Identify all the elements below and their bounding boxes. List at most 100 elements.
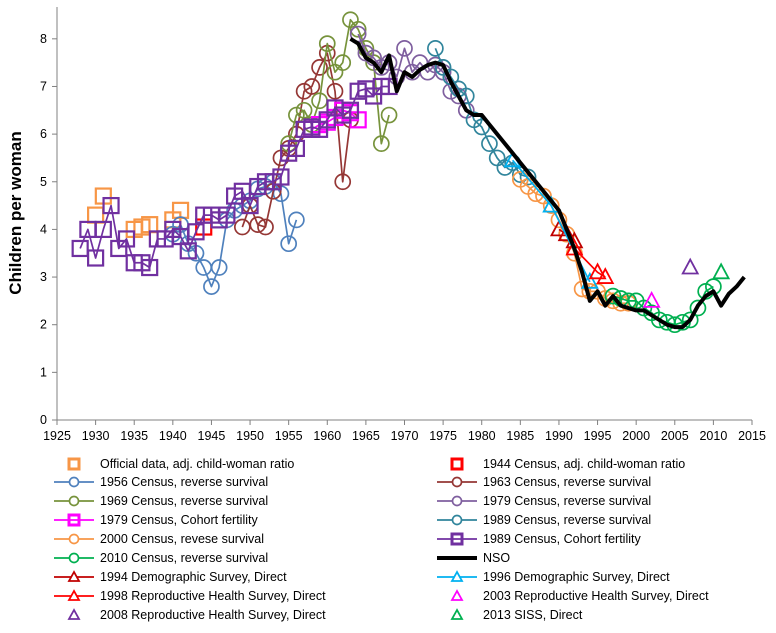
x-tick-label: 2010 — [699, 429, 727, 443]
legend-item: 2008 Reproductive Health Survey, Direct — [54, 605, 326, 624]
legend-label: 1944 Census, adj. child-woman ratio — [483, 456, 686, 471]
legend-item: 2003 Reproductive Health Survey, Direct — [437, 586, 709, 605]
series-2008-reproductive-health-survey-direct — [681, 257, 700, 275]
x-tick-label: 2005 — [661, 429, 689, 443]
legend-label: 1998 Reproductive Health Survey, Direct — [100, 588, 326, 603]
y-axis-title: Children per woman — [6, 131, 25, 294]
x-tick-label: 1970 — [391, 429, 419, 443]
data-point — [318, 35, 336, 52]
legend-swatch — [437, 477, 477, 488]
data-point — [257, 218, 274, 236]
legend-label: 1969 Census, reverse survival — [100, 494, 269, 509]
x-tick-label: 1950 — [236, 429, 264, 443]
legend-swatch — [437, 532, 477, 546]
data-point — [288, 211, 305, 229]
x-tick-label: 1995 — [584, 429, 612, 443]
legend-label: NSO — [483, 551, 511, 565]
x-tick-label: 1980 — [468, 429, 496, 443]
data-point — [372, 135, 390, 152]
legend-swatch — [450, 457, 464, 470]
legend-label: 1979 Census, reverse survival — [483, 494, 652, 509]
x-tick-label: 1985 — [506, 429, 534, 443]
data-point — [71, 239, 89, 258]
data-point — [203, 278, 220, 295]
x-tick-label: 2000 — [622, 429, 650, 443]
x-tick-label: 1945 — [198, 429, 226, 443]
legend-label: 1956 Census, reverse survival — [100, 475, 269, 490]
legend-swatch — [54, 495, 94, 507]
data-point — [326, 82, 344, 100]
data-point — [557, 224, 576, 242]
data-point — [642, 290, 661, 308]
legend-label: 1994 Demographic Survey, Direct — [100, 569, 287, 584]
legend-swatch — [437, 514, 477, 526]
data-point — [681, 311, 699, 329]
y-tick-label: 0 — [40, 413, 47, 427]
y-tick-label: 3 — [40, 270, 47, 284]
data-point — [249, 216, 267, 233]
x-tick-label: 1925 — [43, 429, 71, 443]
legend-label: 1989 Census, reverse survival — [483, 513, 652, 528]
data-point — [349, 20, 367, 38]
legend-item: Official data, adj. child-woman ratio — [54, 454, 294, 473]
data-point — [596, 267, 615, 284]
legend-item: 1996 Demographic Survey, Direct — [437, 567, 670, 586]
data-point — [141, 258, 159, 277]
data-point — [295, 101, 313, 119]
data-point — [287, 139, 305, 158]
y-tick-label: 6 — [40, 127, 47, 141]
series-1989-census-cohort-fertility — [71, 77, 398, 277]
data-point — [117, 230, 136, 248]
data-point — [179, 242, 197, 260]
legend-label: 2000 Census, revese survival — [100, 532, 264, 547]
legend-item: 1979 Census, Cohort fertility — [54, 511, 258, 530]
legend-swatch — [67, 457, 81, 470]
legend-label: 1979 Census, Cohort fertility — [100, 513, 258, 528]
data-point — [689, 299, 707, 317]
series-2013-siss-direct — [712, 262, 731, 280]
legend-swatch — [54, 533, 94, 545]
y-tick-label: 8 — [40, 32, 47, 46]
legend-item: 2000 Census, revese survival — [54, 530, 264, 549]
legend-swatch — [450, 588, 464, 601]
x-tick-label: 1960 — [313, 429, 341, 443]
series-1998-reproductive-health-survey-direct — [565, 238, 615, 284]
data-point — [87, 249, 105, 267]
x-tick-label: 1975 — [429, 429, 457, 443]
data-point — [210, 259, 228, 276]
legend-swatch — [54, 552, 94, 564]
y-tick-label: 4 — [40, 222, 47, 236]
data-point — [311, 59, 328, 76]
legend-swatch — [54, 588, 94, 601]
data-point — [87, 206, 105, 224]
data-point — [218, 206, 236, 224]
y-tick-label: 1 — [40, 365, 47, 379]
data-point — [280, 235, 298, 253]
legend-item: 1963 Census, reverse survival — [437, 473, 651, 492]
y-tick-label: 2 — [40, 318, 47, 332]
legend-item: NSO — [437, 549, 510, 568]
data-point — [272, 168, 290, 186]
legend-item: 1994 Demographic Survey, Direct — [54, 567, 287, 586]
x-tick-label: 1990 — [545, 429, 573, 443]
legend-label: 1963 Census, reverse survival — [483, 475, 652, 490]
axes: 0 1 2 3 4 5 6 7 8 1925 1930 1935 1940 1945 1950 1955 196… — [40, 7, 766, 443]
data-point — [187, 223, 205, 241]
series-2003-reproductive-health-survey-direct — [642, 290, 661, 308]
x-tick-label: 1965 — [352, 429, 380, 443]
x-tick-label: 1935 — [120, 429, 148, 443]
legend-swatch — [437, 495, 477, 507]
legend-swatch — [437, 570, 477, 582]
legend-item: 1944 Census, adj. child-woman ratio — [437, 454, 685, 473]
legend-item: 2010 Census, reverse survival — [54, 549, 268, 568]
x-tick-label: 1930 — [82, 429, 110, 443]
legend-label: 2013 SISS, Direct — [483, 607, 583, 622]
legend-swatch — [54, 570, 94, 582]
chart: Children per woman 0 1 2 3 4 5 6 7 8 1925 1930 1935… — [6, 7, 766, 443]
x-tick-label: 1940 — [159, 429, 187, 443]
legend-label: 1996 Demographic Survey, Direct — [483, 569, 670, 584]
data-point — [604, 287, 622, 305]
legend-item: 1989 Census, Cohort fertility — [437, 530, 641, 549]
data-point — [427, 40, 444, 57]
data-point — [341, 101, 360, 119]
